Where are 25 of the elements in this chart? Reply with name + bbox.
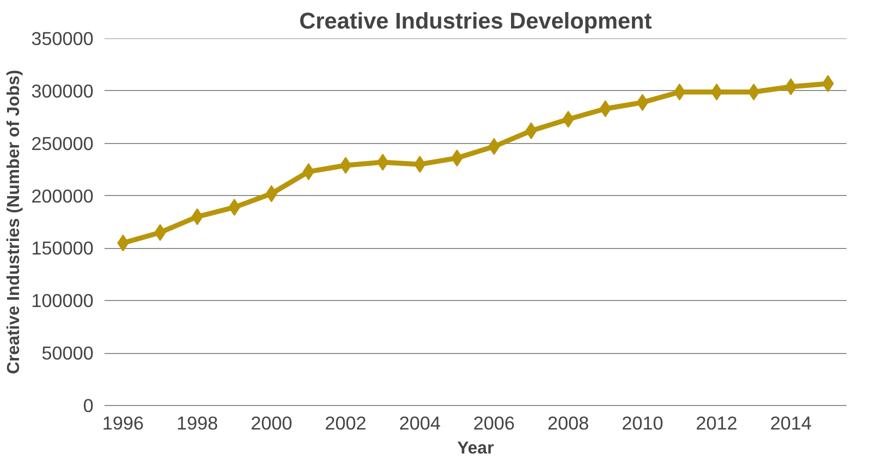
x-axis-title: Year xyxy=(457,438,494,458)
y-tick-label: 50000 xyxy=(42,342,94,364)
x-tick-label: 1996 xyxy=(102,412,144,434)
point xyxy=(748,83,760,100)
x-tick-label: 2010 xyxy=(622,412,664,434)
y-tick-label: 150000 xyxy=(31,238,94,259)
y-axis-title: Creative Industries (Number of Jobs) xyxy=(3,70,24,374)
point xyxy=(376,154,389,171)
y-tick-label: 100000 xyxy=(31,290,94,312)
x-tick-label: 2000 xyxy=(250,412,292,434)
y-tick-label: 300000 xyxy=(31,80,94,102)
point xyxy=(191,208,204,226)
y-tick-label: 200000 xyxy=(31,185,94,206)
chart-title: Creative Industries Development xyxy=(299,8,652,34)
x-tick-label: 2004 xyxy=(399,412,441,434)
x-tick-label: 2002 xyxy=(324,412,366,434)
x-tick-label: 1998 xyxy=(176,412,218,434)
y-tick-label: 250000 xyxy=(31,132,94,154)
point xyxy=(562,110,574,128)
x-tick-label: 2014 xyxy=(770,412,812,434)
y-tick-label: 350000 xyxy=(31,28,94,49)
y-tick-label: 0 xyxy=(83,395,94,416)
x-tick-label: 2012 xyxy=(696,412,738,434)
x-tick-label: 2008 xyxy=(548,412,590,434)
x-tick-label: 2006 xyxy=(473,412,515,434)
